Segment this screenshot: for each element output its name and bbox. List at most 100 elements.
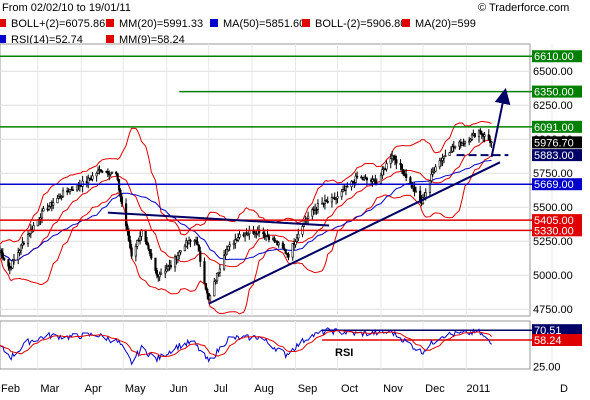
candle-body <box>88 177 91 180</box>
candle-body <box>60 196 63 198</box>
y-tick-label: 5750.00 <box>533 168 573 180</box>
candle-body <box>483 134 486 137</box>
candle-body <box>480 133 483 135</box>
level-label: 6610.00 <box>534 51 574 63</box>
candle-body <box>165 268 168 272</box>
candle-body <box>284 249 287 254</box>
candle-body <box>326 201 329 203</box>
candle-body <box>391 155 394 159</box>
candle-body <box>277 242 280 246</box>
x-tick-label: Dec <box>425 383 445 395</box>
candle-body <box>173 256 177 268</box>
candle-body <box>438 160 441 168</box>
candle-body <box>224 254 227 257</box>
level-label-box <box>532 149 582 162</box>
rsi-line <box>0 327 492 366</box>
rsi-mm9-line <box>0 330 492 358</box>
candle-body <box>281 242 285 249</box>
legend-entry: MM(9)=58.24 <box>119 34 185 46</box>
level-labels: 6610.00 6350.00 6091.00 5669.00 5405.005330.… <box>532 50 582 347</box>
candle-body <box>451 146 454 152</box>
level-label: 5976.70 <box>534 137 574 149</box>
candle-body <box>448 152 451 156</box>
level-label-box <box>532 334 582 347</box>
candle-body <box>385 163 388 170</box>
x-tick-label: Aug <box>254 383 274 395</box>
candle-body <box>354 175 357 183</box>
x-tick-label: D <box>560 383 568 395</box>
legend-entry: BOLL-(2)=5906.80 <box>315 18 406 30</box>
mm20-line <box>0 139 492 268</box>
candle-body <box>176 255 179 260</box>
candle-body <box>208 295 212 301</box>
candle-body <box>489 139 492 143</box>
candle-body <box>395 159 398 164</box>
candle-body <box>215 272 219 282</box>
candle-body <box>479 130 482 134</box>
legend: BOLL+(2)=6075.86 MM(20)=5991.33 MA(50)=585… <box>0 18 476 46</box>
legend-entry: MA(20)=599 <box>415 18 476 30</box>
candle-body <box>440 160 443 162</box>
y-tick-label: 6500.00 <box>533 66 573 78</box>
trendlines <box>107 87 511 305</box>
candle-body <box>179 250 182 253</box>
candle-body <box>155 270 158 276</box>
level-label-box <box>532 178 582 191</box>
candle-body <box>330 197 334 203</box>
candle-body <box>315 208 318 211</box>
candle-body <box>266 234 269 237</box>
candle-body <box>39 217 42 220</box>
candle-body <box>307 215 310 219</box>
candle-body <box>40 210 44 219</box>
x-tick-label: Jun <box>170 383 188 395</box>
legend-entry: MA(50)=5851.60 <box>223 18 305 30</box>
legend-swatch <box>106 19 114 27</box>
candle-body <box>463 141 467 144</box>
x-tick-label: Mar <box>40 383 59 395</box>
candle-body <box>311 209 314 217</box>
candle-body <box>222 255 226 270</box>
y-tick-label: 5000.00 <box>533 270 573 282</box>
candle-body <box>87 177 90 184</box>
candle-body <box>346 185 349 188</box>
candle-body <box>19 244 23 251</box>
candle-body <box>0 250 3 254</box>
candle-body <box>297 233 300 239</box>
candle-body <box>356 175 359 178</box>
candle-body <box>419 190 422 201</box>
candle-body <box>238 234 241 238</box>
candle-body <box>444 155 447 157</box>
candle-body <box>196 241 199 246</box>
candle-body <box>433 170 436 173</box>
candle-body <box>148 248 151 254</box>
candle-body <box>1 252 4 259</box>
candle-body <box>159 272 163 275</box>
x-tick-label: Oct <box>341 383 358 395</box>
candle-body <box>169 265 172 268</box>
date-range: From 02/02/10 to 19/01/11 <box>2 2 131 14</box>
legend-swatch <box>106 35 114 43</box>
candle-body <box>400 164 404 170</box>
candle-body <box>227 246 230 251</box>
candle-body <box>110 171 114 174</box>
candle-body <box>10 267 13 270</box>
candle-body <box>218 268 221 273</box>
candle-body <box>473 133 476 138</box>
level-label-box <box>532 214 582 227</box>
target-arrow <box>490 87 511 158</box>
candle-body <box>372 179 376 182</box>
trendline <box>208 161 501 305</box>
candle-body <box>414 190 418 193</box>
candle-body <box>316 203 320 210</box>
candle-body <box>96 169 100 174</box>
candle-body <box>11 260 14 269</box>
candle-body <box>393 155 397 160</box>
candle-body <box>52 202 55 206</box>
candle-body <box>106 171 109 175</box>
boll-upper-line <box>0 120 492 245</box>
candle-body <box>477 130 481 138</box>
candle-body <box>232 242 235 245</box>
candle-body <box>405 174 408 178</box>
candle-body <box>126 225 129 232</box>
x-tick-label: Apr <box>85 383 102 395</box>
